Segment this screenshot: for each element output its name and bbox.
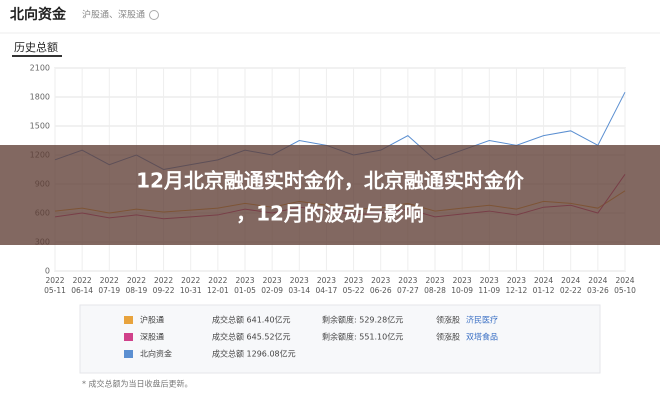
x-tick-label: 2023	[317, 276, 336, 285]
summary-cell: 双塔食品	[466, 332, 498, 342]
banner-line: 12月北京融通实时金价，北京融通实时金价	[136, 169, 525, 193]
summary-cell: 领涨股	[436, 315, 460, 325]
x-tick-label: 11-09	[478, 286, 500, 295]
banner	[0, 145, 660, 245]
x-tick-label: 03-14	[288, 286, 310, 295]
legend-swatch	[124, 350, 133, 358]
summary-cell: 剩余额度: 551.10亿元	[322, 332, 403, 342]
x-tick-label: 05-22	[343, 286, 365, 295]
x-tick-label: 04-17	[316, 286, 338, 295]
x-tick-label: 01-05	[234, 286, 256, 295]
legend-swatch	[124, 316, 133, 324]
banner-line: ，12月的波动与影响	[236, 202, 424, 226]
x-tick-label: 2023	[371, 276, 390, 285]
x-tick-label: 08-19	[126, 286, 148, 295]
x-tick-label: 2023	[507, 276, 526, 285]
legend-swatch	[124, 333, 133, 341]
summary: 沪股通 成交总额 641.40亿元 剩余额度: 529.28亿元 领涨股 济民医疗深股通…	[124, 315, 498, 359]
x-tick-label: 2023	[290, 276, 309, 285]
x-tick-label: 12-01	[207, 286, 229, 295]
x-tick-label: 2022	[127, 276, 146, 285]
x-tick-label: 09-22	[153, 286, 175, 295]
x-tick-label: 2023	[344, 276, 363, 285]
x-tick-label: 2023	[263, 276, 282, 285]
x-tick-label: 03-26	[587, 286, 609, 295]
x-tick-label: 2024	[588, 276, 607, 285]
footnote: * 成交总额为当日收盘后更新。	[82, 379, 193, 389]
summary-cell: 成交总额 645.52亿元	[212, 332, 291, 342]
x-tick-label: 10-09	[451, 286, 473, 295]
x-tick-label: 2022	[73, 276, 92, 285]
x-tick-label: 10-31	[180, 286, 202, 295]
x-tick-label: 2022	[181, 276, 200, 285]
page-subtitle: 沪股通、深股通	[82, 9, 145, 21]
summary-cell: 成交总额 1296.08亿元	[212, 349, 296, 359]
info-icon[interactable]	[149, 10, 159, 20]
x-tick-label: 2023	[480, 276, 499, 285]
page-title: 北向资金	[10, 6, 67, 23]
summary-cell: 成交总额 641.40亿元	[212, 315, 291, 325]
x-tick-label: 2023	[235, 276, 254, 285]
x-tick-label: 07-27	[397, 286, 419, 295]
legend-label: 深股通	[140, 332, 164, 342]
x-tick-label: 06-14	[71, 286, 93, 295]
x-tick-label: 2022	[208, 276, 227, 285]
y-tick-label: 1800	[30, 93, 50, 102]
x-tick-label: 2024	[561, 276, 580, 285]
x-tick-label: 08-28	[424, 286, 446, 295]
legend-label: 北向资金	[140, 349, 172, 359]
x-tick-label: 05-11	[44, 286, 66, 295]
x-tick-label: 2023	[425, 276, 444, 285]
summary-cell: 领涨股	[436, 332, 460, 342]
x-tick-label: 2022	[154, 276, 173, 285]
x-tick-label: 2024	[615, 276, 634, 285]
y-tick-label: 0	[45, 267, 50, 276]
summary-cell: 济民医疗	[466, 315, 498, 325]
summary-box	[79, 304, 601, 374]
x-tick-label: 2022	[100, 276, 119, 285]
x-tick-label: 06-26	[370, 286, 392, 295]
y-tick-label: 1500	[30, 122, 50, 131]
summary-cell: 剩余额度: 529.28亿元	[322, 315, 403, 325]
x-tick-label: 12-12	[506, 286, 528, 295]
x-tick-label: 2023	[453, 276, 472, 285]
x-tick-label: 02-22	[560, 286, 582, 295]
x-tick-label: 2023	[398, 276, 417, 285]
legend-label: 沪股通	[140, 315, 164, 325]
section-title: 历史总额	[14, 40, 58, 54]
x-tick-label: 01-12	[533, 286, 555, 295]
x-tick-label: 2024	[534, 276, 553, 285]
x-tick-label: 02-09	[261, 286, 283, 295]
x-tick-label: 07-19	[98, 286, 120, 295]
x-tick-label: 2022	[45, 276, 64, 285]
y-tick-label: 2100	[30, 64, 50, 73]
x-tick-label: 05-10	[614, 286, 636, 295]
